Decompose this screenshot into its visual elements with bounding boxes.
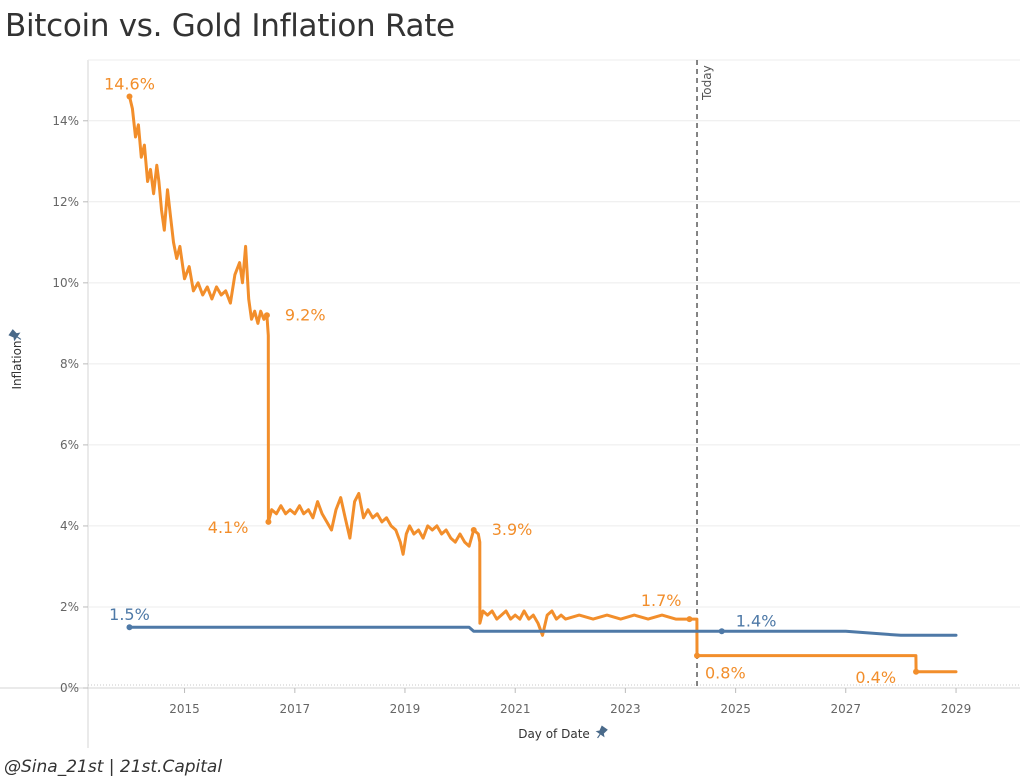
gridlines bbox=[88, 120, 1020, 608]
bitcoin-marker bbox=[686, 616, 693, 623]
bitcoin-line bbox=[128, 95, 958, 674]
bitcoin-data-label: 4.1% bbox=[208, 518, 249, 537]
x-axis-ticks: 2015 2017 2019 2021 2023 2025 2027 2029 bbox=[169, 688, 971, 716]
y-tick-label: 2% bbox=[60, 600, 79, 614]
bitcoin-marker bbox=[263, 312, 270, 319]
series-markers bbox=[126, 93, 920, 675]
gold-line bbox=[128, 625, 958, 637]
x-tick-label: 2021 bbox=[500, 702, 531, 716]
y-tick-label: 6% bbox=[60, 438, 79, 452]
x-tick-label: 2027 bbox=[830, 702, 861, 716]
y-tick-label: 8% bbox=[60, 357, 79, 371]
x-tick-label: 2023 bbox=[610, 702, 641, 716]
chart-title: Bitcoin vs. Gold Inflation Rate bbox=[5, 8, 455, 44]
bitcoin-data-label: 14.6% bbox=[104, 74, 155, 93]
pin-shape bbox=[595, 725, 608, 739]
x-tick-label: 2017 bbox=[280, 702, 311, 716]
bitcoin-data-label: 0.8% bbox=[705, 664, 746, 683]
y-tick-label: 14% bbox=[52, 114, 79, 128]
bitcoin-marker bbox=[470, 526, 477, 533]
bitcoin-data-label: 1.7% bbox=[641, 591, 682, 610]
x-tick-label: 2025 bbox=[720, 702, 751, 716]
gold-data-label: 1.5% bbox=[109, 605, 150, 624]
y-tick-label: 4% bbox=[60, 519, 79, 533]
y-tick-label: 0% bbox=[60, 681, 79, 695]
data-labels: 14.6% 9.2% 4.1% 3.9% 1.7% 0.8% 0.4% 1.5% 1.4% bbox=[104, 74, 896, 686]
today-label: Today bbox=[700, 65, 714, 101]
footer-credit: @Sina_21st | 21st.Capital bbox=[4, 757, 223, 777]
pin-icon bbox=[8, 329, 22, 342]
pin-shape bbox=[8, 329, 22, 342]
pin-icon bbox=[595, 725, 608, 739]
bitcoin-data-label: 3.9% bbox=[492, 520, 533, 539]
gold-marker bbox=[126, 624, 133, 631]
x-tick-label: 2015 bbox=[169, 702, 200, 716]
y-tick-label: 12% bbox=[52, 195, 79, 209]
x-tick-label: 2029 bbox=[941, 702, 972, 716]
gold-data-label: 1.4% bbox=[736, 611, 777, 630]
today-reference: Today bbox=[696, 60, 714, 688]
axis-titles: Day of Date Inflation bbox=[8, 329, 608, 741]
y-axis-title: Inflation bbox=[10, 340, 24, 389]
bitcoin-data-label: 9.2% bbox=[285, 305, 326, 324]
bitcoin-marker bbox=[126, 93, 133, 100]
chart-frame bbox=[0, 59, 1020, 748]
bitcoin-marker bbox=[913, 668, 920, 675]
y-tick-label: 10% bbox=[52, 276, 79, 290]
series-lines bbox=[128, 95, 958, 674]
bitcoin-marker bbox=[694, 652, 701, 659]
bitcoin-marker bbox=[265, 518, 272, 525]
bitcoin-data-label: 0.4% bbox=[855, 668, 896, 687]
y-axis-ticks: 0% 2% 4% 6% 8% 10% 12% 14% bbox=[52, 114, 88, 695]
x-tick-label: 2019 bbox=[390, 702, 421, 716]
gold-marker bbox=[718, 628, 725, 635]
x-axis-title: Day of Date bbox=[518, 727, 590, 741]
